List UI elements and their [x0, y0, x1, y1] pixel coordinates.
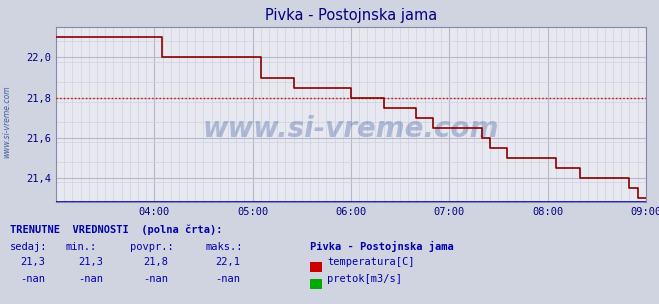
Text: sedaj:: sedaj:: [10, 242, 47, 252]
Text: pretok[m3/s]: pretok[m3/s]: [328, 274, 402, 284]
Text: 21,3: 21,3: [20, 257, 45, 267]
Text: 22,1: 22,1: [215, 257, 240, 267]
Text: www.si-vreme.com: www.si-vreme.com: [2, 85, 11, 158]
Text: -nan: -nan: [215, 274, 240, 284]
Text: 21,8: 21,8: [143, 257, 168, 267]
Text: Pivka - Postojnska jama: Pivka - Postojnska jama: [310, 241, 454, 252]
Text: povpr.:: povpr.:: [130, 242, 174, 252]
Text: -nan: -nan: [20, 274, 45, 284]
Title: Pivka - Postojnska jama: Pivka - Postojnska jama: [265, 9, 437, 23]
Text: TRENUTNE  VREDNOSTI  (polna črta):: TRENUTNE VREDNOSTI (polna črta):: [10, 224, 223, 235]
Text: min.:: min.:: [65, 242, 96, 252]
Text: temperatura[C]: temperatura[C]: [328, 257, 415, 267]
Text: -nan: -nan: [143, 274, 168, 284]
Text: -nan: -nan: [78, 274, 103, 284]
Text: www.si-vreme.com: www.si-vreme.com: [203, 115, 499, 143]
Text: 21,3: 21,3: [78, 257, 103, 267]
Text: maks.:: maks.:: [205, 242, 243, 252]
